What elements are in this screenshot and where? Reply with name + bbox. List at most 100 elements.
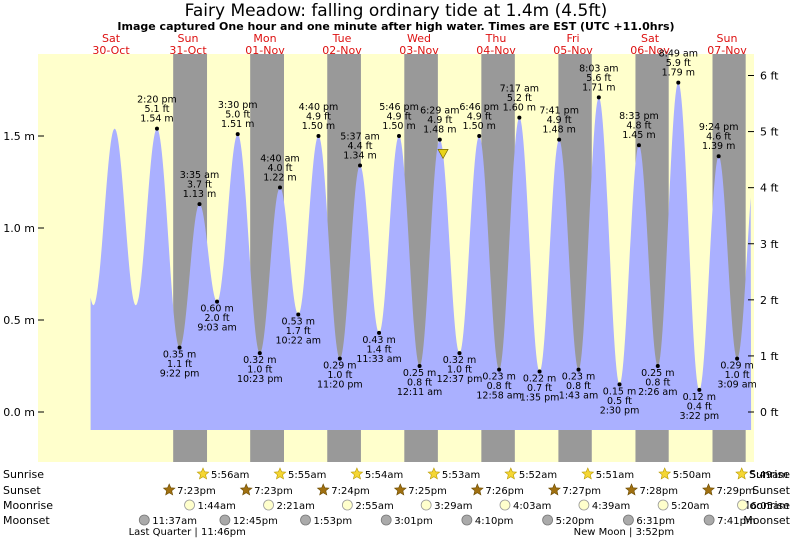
high-tide-label: 6:46 pm: [459, 102, 499, 113]
low-tide-point: [697, 387, 702, 392]
low-tide-label: 2.0 ft: [205, 313, 230, 324]
moonset-icon: [300, 514, 311, 526]
high-tide-label: 1.79 m: [662, 68, 695, 79]
day-name: Sun: [717, 32, 738, 45]
row-label-left: Sunrise: [3, 468, 44, 481]
high-tide-label: 1.13 m: [183, 189, 216, 200]
high-tide-point: [197, 202, 202, 207]
sunrise-icon: [350, 467, 364, 480]
low-tide-point: [576, 367, 581, 372]
high-tide-point: [437, 137, 442, 142]
low-tide-point: [497, 367, 502, 372]
moonset-icon: [623, 514, 634, 526]
low-tide-label: 11:33 am: [356, 354, 401, 365]
sunset-time: 7:26pm: [485, 486, 524, 497]
day-name: Sat: [102, 32, 121, 45]
high-tide-label: 1.22 m: [263, 173, 296, 184]
high-tide-label: 1.54 m: [140, 114, 173, 125]
sunset-icon: [702, 483, 715, 496]
moonrise-time: 4:03am: [513, 501, 551, 512]
moonrise-icon: [263, 499, 274, 511]
moonset-icon: [380, 514, 392, 526]
y-right-tick-label: 3 ft: [760, 238, 779, 251]
day-date: 01-Nov: [245, 44, 285, 57]
low-tide-point: [296, 312, 301, 317]
y-left-tick-label: 1.5 m: [3, 130, 35, 143]
day-date: 06-Nov: [630, 44, 670, 57]
high-tide-point: [477, 134, 482, 138]
sunrise-icon: [196, 467, 210, 480]
day-date: 30-Oct: [92, 44, 130, 57]
high-tide-label: 4.9 ft: [386, 112, 411, 123]
day-name: Sat: [641, 32, 660, 45]
day-name: Sun: [178, 32, 199, 45]
low-tide-label: 0.32 m: [243, 355, 276, 366]
tide-extremes: 2:20 pm5.1 ft1.54 m 0.35 m1.1 ft9:22 pm 3:…: [137, 49, 757, 422]
high-tide-label: 4.9 ft: [547, 115, 572, 126]
low-tide-point: [457, 351, 462, 356]
day-date: 31-Oct: [169, 44, 207, 57]
low-tide-label: 0.53 m: [282, 316, 315, 327]
high-tide-label: 5.2 ft: [507, 93, 532, 104]
high-tide-point: [277, 185, 282, 190]
day-name: Wed: [407, 32, 431, 45]
sunset-icon: [547, 483, 561, 496]
low-tide-point: [177, 345, 182, 350]
row-label-left: Moonset: [3, 514, 50, 527]
high-tide-label: 8:33 pm: [619, 111, 659, 122]
low-tide-label: 9:22 pm: [160, 369, 200, 380]
high-tide-label: 1.45 m: [622, 130, 655, 141]
moonset-icon: [138, 514, 150, 526]
high-tide-label: 4.0 ft: [267, 163, 292, 174]
high-tide-label: 4:40 am: [260, 154, 299, 165]
high-tide-point: [397, 134, 402, 138]
high-tide-label: 5.9 ft: [666, 58, 691, 69]
y-left-tick-label: 1.0 m: [3, 222, 35, 235]
sunrise-icon: [427, 467, 441, 480]
high-tide-label: 1.50 m: [302, 121, 335, 132]
y-left-tick-label: 0.5 m: [3, 314, 35, 327]
high-tide-label: 1.71 m: [582, 82, 615, 93]
moonrise-icon: [499, 499, 511, 511]
y-right-tick-label: 2 ft: [760, 294, 779, 307]
row-label-right: Moonrise: [740, 499, 790, 512]
high-tide-label: 8:49 am: [659, 49, 698, 60]
day-date: 03-Nov: [399, 44, 439, 57]
low-tide-label: 0.4 ft: [687, 401, 712, 412]
low-tide-point: [337, 356, 342, 361]
low-tide-label: 1:43 am: [559, 391, 598, 402]
high-tide-point: [636, 143, 641, 148]
low-tide-label: 12:11 am: [397, 387, 442, 398]
moon-phase-note: New Moon | 3:52pm: [574, 527, 674, 538]
high-tide-label: 7:17 am: [500, 84, 539, 95]
low-tide-label: 0.15 m: [603, 386, 636, 397]
moonset-time: 5:20pm: [556, 516, 595, 527]
high-tide-label: 6:29 am: [420, 106, 459, 117]
high-tide-point: [154, 126, 159, 131]
high-tide-label: 1.50 m: [463, 121, 496, 132]
low-tide-label: 0.25 m: [641, 368, 674, 379]
low-tide-point: [655, 364, 660, 368]
sunrise-time: 5:56am: [211, 470, 249, 481]
day-name: Tue: [332, 32, 352, 45]
moonrise-icon: [420, 499, 432, 511]
low-tide-label: 10:23 pm: [237, 374, 283, 385]
y-right-tick-label: 4 ft: [760, 182, 779, 195]
moonset-time: 3:01pm: [394, 516, 433, 527]
high-tide-label: 5.1 ft: [144, 104, 169, 115]
low-tide-label: 1.1 ft: [167, 359, 192, 370]
axes: 0.0 m 0.5 m 1.0 m 1.5 m 0 ft 1 ft 2 ft 3 ft 4 ft…: [3, 70, 779, 419]
low-tide-label: 0.32 m: [443, 355, 476, 366]
low-tide-label: 1.0 ft: [725, 370, 750, 381]
high-tide-point: [676, 80, 681, 85]
high-tide-label: 4.8 ft: [626, 121, 651, 132]
high-tide-label: 7:41 pm: [539, 106, 579, 117]
moonset-time: 11:37am: [152, 516, 197, 527]
moonrise-icon: [184, 499, 195, 511]
sunrise-icon: [581, 467, 595, 480]
sunset-time: 7:27pm: [562, 486, 601, 497]
current-tide-marker: [437, 149, 449, 160]
moonrise-time: 6:05am: [751, 501, 789, 512]
high-tide-label: 4.4 ft: [348, 141, 373, 152]
